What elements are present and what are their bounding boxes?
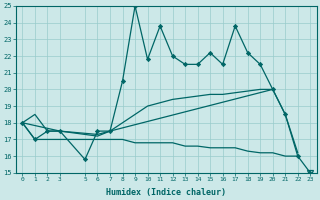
X-axis label: Humidex (Indice chaleur): Humidex (Indice chaleur) bbox=[106, 188, 226, 197]
